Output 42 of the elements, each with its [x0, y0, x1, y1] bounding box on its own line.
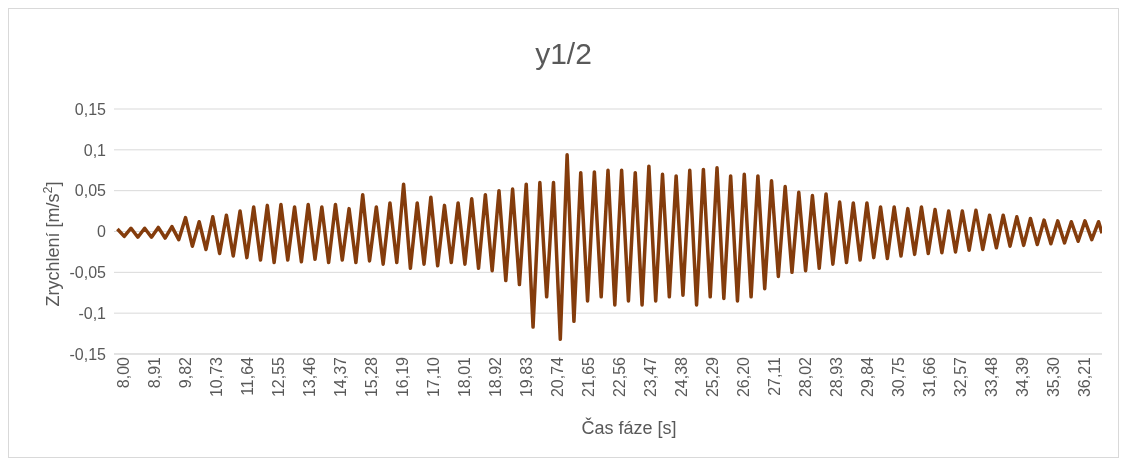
x-tick-label: 27,11 [765, 356, 783, 396]
x-tick-label: 18,92 [486, 356, 504, 398]
x-tick-label: 24,38 [672, 356, 690, 398]
x-tick-label: 32,57 [951, 356, 969, 398]
y-tick-label: -0,1 [78, 304, 107, 322]
x-tick-label: 18,01 [455, 356, 473, 398]
x-tick-label: 8,00 [114, 356, 132, 389]
x-tick-label: 13,46 [300, 356, 318, 398]
x-tick-label: 35,30 [1044, 356, 1062, 398]
x-tick-label: 30,75 [889, 356, 907, 398]
x-tick-label: 33,48 [982, 356, 1000, 398]
x-tick-label: 17,10 [424, 356, 442, 398]
y-tick-label: 0,15 [74, 100, 107, 118]
x-tick-label: 19,83 [517, 356, 535, 398]
x-tick-label: 26,20 [734, 356, 752, 398]
x-tick-label: 28,93 [827, 356, 845, 398]
chart-title: y1/2 [534, 37, 593, 71]
x-tick-label: 15,28 [362, 356, 380, 398]
x-tick-label: 14,37 [331, 356, 349, 398]
line-series [115, 152, 1102, 342]
x-tick-label: 9,82 [176, 356, 194, 389]
x-tick-label: 36,21 [1075, 356, 1093, 398]
x-tick-label: 10,73 [207, 356, 225, 398]
x-tick-label: 25,29 [703, 356, 721, 398]
y-tick-label: -0,15 [69, 345, 107, 363]
x-tick-label: 34,39 [1013, 356, 1031, 398]
x-tick-label: 23,47 [641, 356, 659, 398]
y-tick-label: -0,05 [69, 264, 107, 282]
x-tick-label: 21,65 [579, 356, 597, 398]
x-tick-label: 29,84 [858, 356, 876, 398]
y-tick-label: 0,05 [74, 182, 107, 200]
x-tick-label: 11,64 [238, 356, 256, 396]
x-tick-label: 31,66 [920, 356, 938, 398]
x-tick-label: 22,56 [610, 356, 628, 398]
x-tick-label: 12,55 [269, 356, 287, 398]
x-tick-label: 20,74 [548, 356, 566, 398]
x-tick-label: 16,19 [393, 356, 411, 398]
x-tick-label: 28,02 [796, 356, 814, 398]
y-tick-label: 0 [97, 223, 107, 241]
x-axis-title: Čas fáze [s] [581, 417, 677, 438]
y-tick-label: 0,1 [83, 141, 107, 159]
x-tick-label: 8,91 [145, 356, 163, 389]
